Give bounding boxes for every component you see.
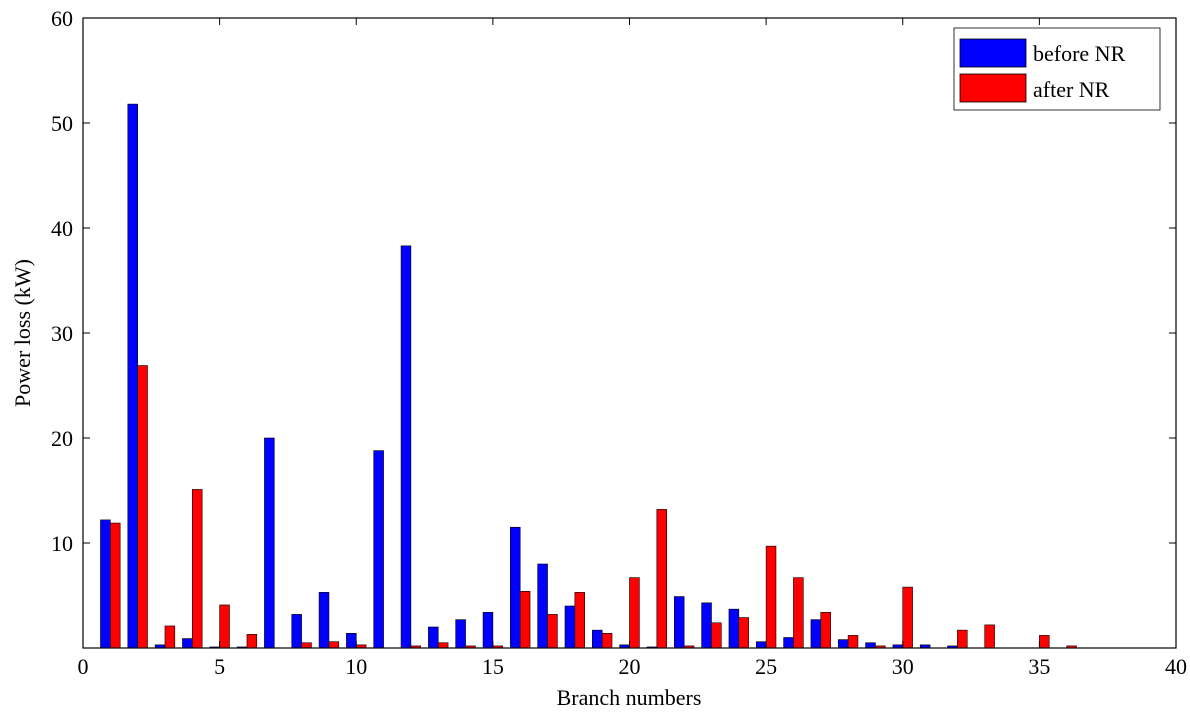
- bar-before-nr-27: [810, 619, 822, 649]
- bar-before-nr-16: [510, 526, 521, 649]
- bar-after-nr-4: [192, 489, 203, 649]
- bar-after-nr-35: [1039, 635, 1050, 649]
- legend-swatch-before-nr: [959, 38, 1027, 68]
- bar-before-nr-23: [701, 602, 712, 649]
- bar-before-nr-9: [318, 592, 330, 649]
- bar-before-nr-24: [728, 608, 740, 649]
- bar-before-nr-25: [755, 641, 767, 649]
- x-tick-label-15: 15: [482, 654, 504, 679]
- bar-after-nr-19: [601, 632, 613, 649]
- bar-before-nr-8: [291, 614, 302, 649]
- bar-after-nr-33: [984, 624, 995, 649]
- y-tick-label-10: 10: [51, 531, 73, 556]
- x-axis-label: Branch numbers: [557, 685, 702, 710]
- bar-before-nr-12: [400, 245, 412, 649]
- bar-after-nr-32: [957, 629, 968, 649]
- bar-before-nr-1: [100, 519, 111, 649]
- x-tick-label-5: 5: [214, 654, 225, 679]
- legend-label-before-nr: before NR: [1033, 41, 1126, 66]
- y-tick-label-40: 40: [51, 216, 73, 241]
- bar-before-nr-26: [783, 637, 794, 649]
- bar-before-nr-19: [592, 629, 603, 649]
- bar-before-nr-29: [865, 642, 876, 649]
- x-tick-label-0: 0: [78, 654, 89, 679]
- bar-before-nr-2: [127, 103, 138, 649]
- bar-before-nr-15: [482, 611, 494, 649]
- bar-after-nr-18: [574, 592, 585, 649]
- bar-after-nr-6: [246, 634, 258, 649]
- bar-after-nr-8: [301, 642, 312, 649]
- y-tick-label-50: 50: [51, 111, 73, 136]
- bar-before-nr-13: [428, 626, 439, 649]
- bar-after-nr-2: [137, 365, 148, 649]
- y-axis-label: Power loss (kW): [10, 259, 35, 407]
- bar-after-nr-5: [219, 604, 230, 649]
- y-tick-label-20: 20: [51, 426, 73, 451]
- y-tick-label-30: 30: [51, 321, 73, 346]
- bar-after-nr-26: [793, 577, 804, 649]
- bar-after-nr-17: [547, 614, 558, 649]
- bar-before-nr-7: [264, 437, 275, 649]
- tick-labels-layer: 0 5 10 15 20 25 30 35 40 10 20 30 40 50 60: [51, 6, 1187, 679]
- x-tick-label-10: 10: [345, 654, 367, 679]
- plot-frame: [82, 17, 1177, 649]
- bar-before-nr-11: [373, 450, 384, 649]
- bar-before-nr-28: [837, 639, 849, 649]
- bar-after-nr-23: [711, 622, 722, 649]
- bar-after-nr-27: [820, 611, 831, 649]
- x-tick-label-25: 25: [755, 654, 777, 679]
- bar-after-nr-9: [328, 641, 340, 649]
- plot-background: [83, 18, 1176, 648]
- legend: before NR after NR: [953, 27, 1161, 111]
- bar-after-nr-1: [110, 522, 121, 649]
- bar-after-nr-20: [629, 577, 640, 649]
- y-tick-label-60: 60: [51, 6, 73, 31]
- x-tick-label-30: 30: [892, 654, 914, 679]
- bar-after-nr-13: [437, 642, 449, 649]
- bar-after-nr-28: [847, 635, 859, 649]
- bar-before-nr-10: [346, 632, 357, 649]
- x-tick-label-40: 40: [1165, 654, 1187, 679]
- bar-before-nr-17: [537, 563, 548, 649]
- bar-after-nr-24: [738, 617, 749, 649]
- legend-label-after-nr: after NR: [1033, 77, 1110, 102]
- bar-after-nr-25: [765, 545, 777, 649]
- x-tick-label-20: 20: [619, 654, 641, 679]
- bar-after-nr-16: [519, 590, 531, 649]
- bar-before-nr-4: [182, 638, 193, 649]
- bar-before-nr-22: [674, 596, 685, 649]
- x-tick-label-35: 35: [1028, 654, 1050, 679]
- bar-after-nr-3: [164, 625, 176, 649]
- bar-after-nr-21: [656, 509, 667, 649]
- bar-before-nr-14: [455, 619, 466, 649]
- legend-swatch-after-nr: [959, 73, 1027, 103]
- bar-after-nr-30: [902, 586, 913, 649]
- bars-layer: [100, 103, 1077, 649]
- bar-before-nr-18: [564, 605, 576, 649]
